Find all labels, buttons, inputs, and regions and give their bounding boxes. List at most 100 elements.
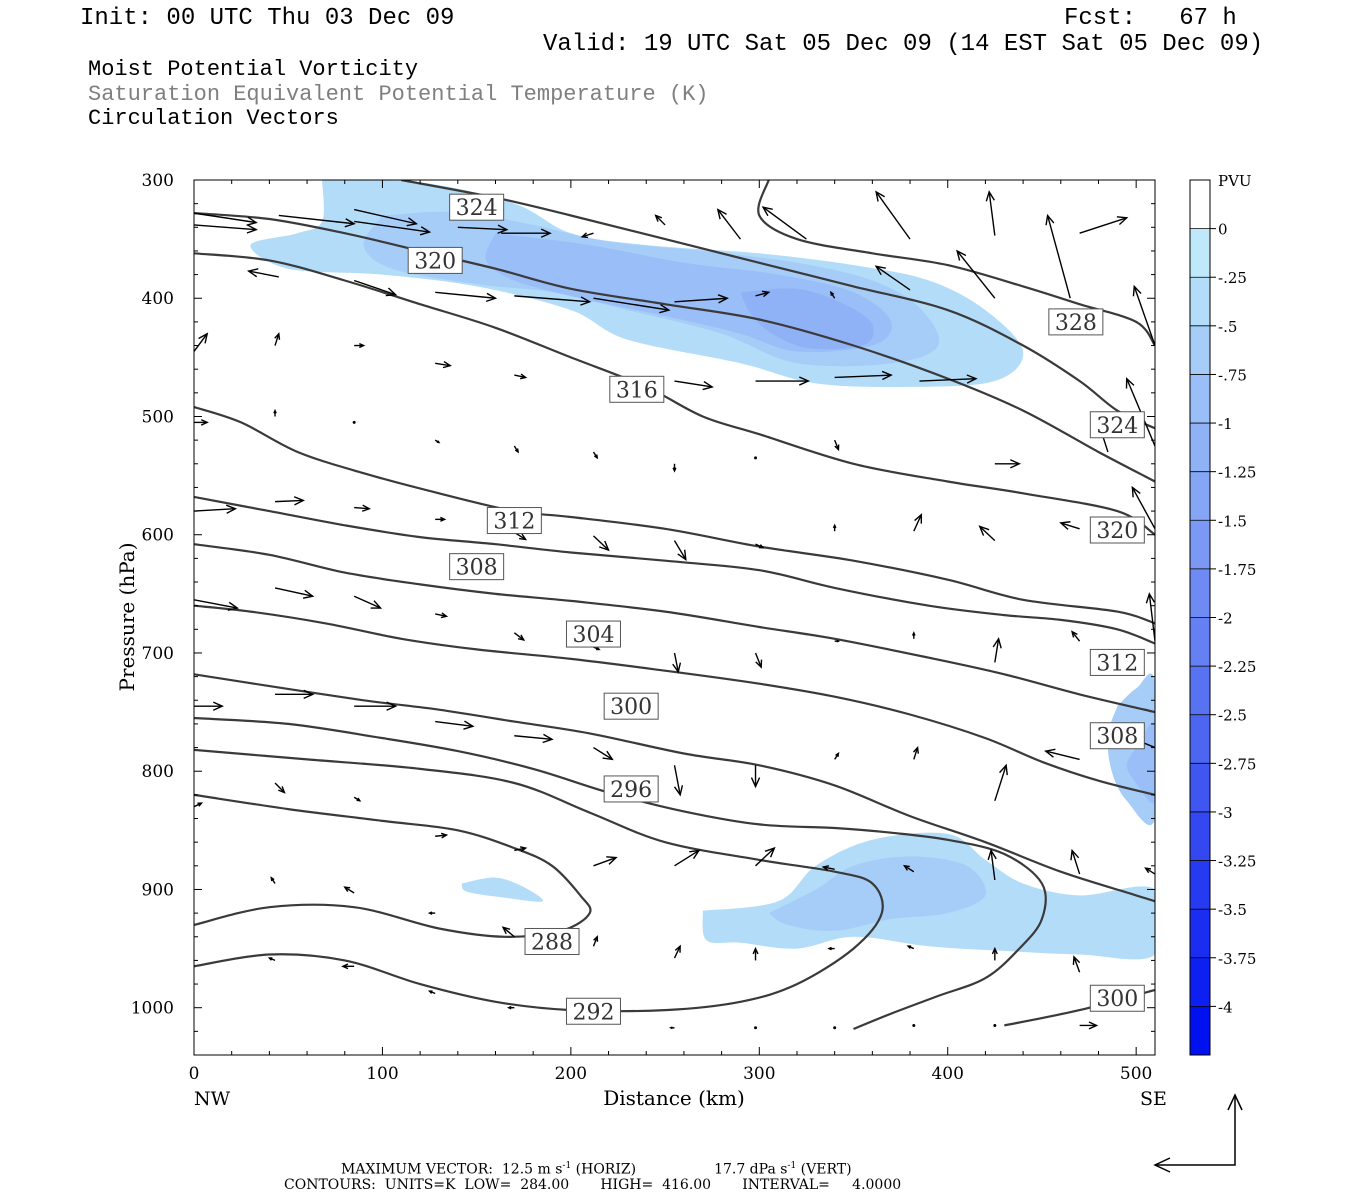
vector-shaft [673, 765, 681, 795]
vector-39 [434, 439, 441, 444]
vector-16 [435, 291, 498, 303]
vector-shaft [762, 206, 807, 240]
vector-93 [755, 846, 776, 867]
contour-line-324-10 [401, 180, 1155, 430]
colorbar-swatch-13 [1190, 811, 1210, 861]
y-tick-label: 500 [142, 407, 174, 427]
vector-64 [513, 632, 526, 641]
contour-labels: 324 320 316 312 308 304 300 296 288 292 328 324 320 3… [407, 193, 1145, 1025]
vector-shaft [1133, 286, 1155, 346]
vector-78 [593, 746, 614, 761]
vector-shaft [919, 377, 977, 382]
y-tick-label: 900 [142, 880, 174, 900]
contour-label-box [603, 692, 659, 720]
vector-shaft [435, 834, 447, 837]
vector-31 [674, 380, 714, 391]
contour-label-14: 308 [1089, 722, 1145, 750]
vector-76 [435, 720, 475, 730]
vector-shaft [581, 232, 594, 238]
vector-71 [1071, 630, 1081, 642]
vector-head [875, 190, 886, 202]
vector-19 [674, 294, 729, 304]
vector-10 [761, 206, 807, 240]
vector-head [606, 856, 618, 865]
colorbar-swatch-2 [1190, 277, 1210, 326]
contour-label-10: 328 [1048, 308, 1104, 336]
vector-shaft [248, 270, 279, 278]
contour-line-316-8 [194, 252, 1155, 536]
vector-44 [834, 439, 840, 452]
vector-75 [354, 701, 398, 711]
vector-42 [672, 463, 677, 473]
vector-38 [352, 420, 356, 424]
vector-101 [427, 911, 436, 915]
vector-head [225, 504, 238, 514]
vector-90 [514, 846, 528, 852]
contour-label-box [449, 553, 505, 581]
vector-0 [194, 212, 258, 226]
x-tick-label: 400 [931, 1064, 963, 1084]
vector-head [273, 408, 277, 414]
field-title-theta-es: Saturation Equivalent Potential Temperat… [88, 82, 709, 107]
contour-label-box [1089, 648, 1145, 676]
contour-label-6: 300 [603, 692, 659, 720]
vector-head [659, 304, 671, 314]
vector-106 [827, 946, 835, 951]
vector-105 [752, 946, 759, 961]
vector-shaft [457, 226, 507, 231]
vector-head [302, 589, 315, 599]
vector-head [834, 444, 840, 452]
colorbar-label: -1.25 [1218, 464, 1256, 482]
contour-label-text: 324 [1096, 414, 1138, 439]
vector-head [278, 786, 286, 794]
vector-head [999, 763, 1008, 776]
vector-77 [514, 733, 554, 744]
vector-head [717, 294, 729, 304]
vector-47 [194, 504, 238, 514]
vector-head [303, 689, 315, 700]
vector-shaft [1073, 956, 1081, 973]
vector-112 [427, 990, 436, 995]
vector-head [1088, 1021, 1099, 1030]
vector-30 [514, 373, 528, 380]
vector-shaft [754, 652, 762, 668]
contour-label-text: 300 [610, 695, 652, 720]
vector-shaft [274, 587, 313, 597]
vector-head [654, 214, 663, 222]
contour-label-text: 288 [531, 930, 573, 955]
colorbar-swatch-12 [1190, 763, 1210, 812]
vector-104 [673, 944, 681, 959]
contour-line-312-6 [194, 495, 1155, 645]
vector-13 [1079, 216, 1129, 234]
vector-head [672, 467, 677, 473]
vector-shaft [1046, 215, 1071, 299]
vector-head [832, 523, 837, 529]
vector-head [906, 945, 912, 949]
vector-head [914, 513, 923, 524]
y-tick-label: 800 [142, 762, 174, 782]
vector-91 [593, 856, 618, 867]
vector-15 [353, 279, 398, 297]
vector-shaft [593, 746, 613, 760]
vector-107 [906, 945, 915, 950]
vector-dot [754, 1026, 758, 1030]
vector-head [991, 946, 998, 955]
colorbar-label: -2 [1218, 610, 1233, 628]
vector-dot [912, 1023, 916, 1027]
colorbar: PVU 0 -.25 -.5 -.75 -1 -1.25 -1.5 -1.75 -2 -2.25 -2… [1189, 172, 1256, 1056]
vector-head [836, 639, 841, 643]
contour-label-text: 308 [1096, 725, 1138, 750]
vector-head [672, 662, 682, 674]
colorbar-swatch-9 [1190, 617, 1210, 667]
vector-head [485, 292, 498, 303]
vector-79 [673, 765, 684, 797]
vector-shaft [194, 224, 257, 231]
vector-head [761, 290, 771, 298]
vector-head [1044, 748, 1056, 758]
vector-shaft [988, 191, 996, 236]
contour-line-296-2 [194, 716, 1047, 1031]
colorbar-swatch-8 [1190, 568, 1210, 618]
contour-label-box [1048, 308, 1104, 336]
vector-shaft [1071, 631, 1081, 642]
vector-head [497, 224, 509, 234]
